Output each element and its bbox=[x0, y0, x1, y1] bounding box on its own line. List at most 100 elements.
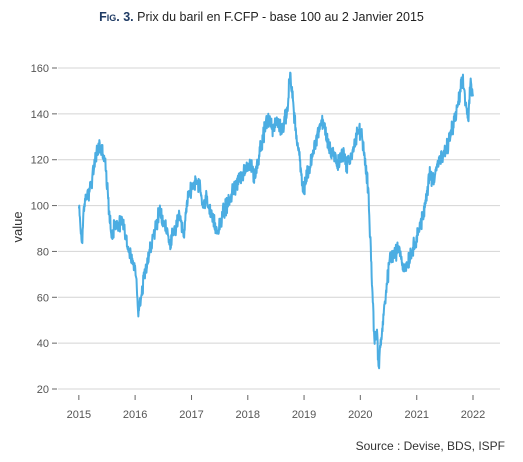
data-point bbox=[193, 182, 194, 183]
data-point bbox=[250, 164, 251, 165]
data-point bbox=[372, 292, 373, 293]
data-point bbox=[374, 338, 375, 339]
data-point bbox=[91, 182, 92, 183]
data-point bbox=[239, 175, 240, 176]
x-tick-label-2017: 2017 bbox=[179, 409, 203, 421]
data-point bbox=[104, 161, 105, 162]
data-point bbox=[377, 333, 378, 334]
y-tick-label-100: 100 bbox=[31, 201, 49, 213]
gridlines bbox=[58, 67, 500, 390]
data-point bbox=[210, 216, 211, 217]
series-layer bbox=[78, 71, 474, 370]
data-point bbox=[363, 155, 364, 156]
chart-title: Fig. 3. Prix du baril en F.CFP - base 10… bbox=[0, 10, 523, 24]
x-tick-label-2015: 2015 bbox=[67, 409, 91, 421]
data-point bbox=[456, 113, 457, 114]
data-point bbox=[293, 106, 294, 107]
data-point bbox=[111, 237, 112, 238]
data-point bbox=[276, 120, 277, 121]
data-point bbox=[472, 95, 473, 96]
data-point bbox=[245, 173, 246, 174]
data-point bbox=[78, 207, 79, 208]
data-point bbox=[429, 173, 430, 174]
data-point bbox=[102, 150, 103, 151]
data-point bbox=[442, 157, 443, 158]
data-point bbox=[137, 310, 138, 311]
y-tick-label-20: 20 bbox=[37, 384, 49, 396]
data-point bbox=[406, 262, 407, 263]
data-point bbox=[287, 109, 288, 110]
data-point bbox=[403, 269, 404, 270]
data-point bbox=[118, 223, 119, 224]
data-point bbox=[282, 129, 283, 130]
data-point bbox=[222, 214, 223, 215]
series-line-0 bbox=[78, 71, 474, 370]
data-point bbox=[378, 365, 379, 366]
data-point bbox=[423, 214, 424, 215]
data-point bbox=[452, 127, 453, 128]
data-point bbox=[236, 182, 237, 183]
data-point bbox=[155, 228, 156, 229]
data-point bbox=[166, 228, 167, 229]
data-point bbox=[302, 191, 303, 192]
data-point bbox=[125, 235, 126, 236]
x-tick-label-2019: 2019 bbox=[292, 409, 316, 421]
data-point bbox=[207, 196, 208, 197]
data-point bbox=[418, 228, 419, 229]
data-point bbox=[410, 253, 411, 254]
y-tick-label-40: 40 bbox=[37, 338, 49, 350]
data-point bbox=[203, 207, 204, 208]
data-point bbox=[325, 129, 326, 130]
data-point bbox=[141, 294, 142, 295]
data-point bbox=[381, 333, 382, 334]
data-point bbox=[133, 262, 134, 263]
data-point bbox=[189, 191, 190, 192]
data-point bbox=[184, 237, 185, 238]
y-tick-label-60: 60 bbox=[37, 292, 49, 304]
data-point bbox=[299, 155, 300, 156]
data-point bbox=[114, 221, 115, 222]
data-point bbox=[122, 219, 123, 220]
data-point bbox=[98, 145, 99, 146]
data-point bbox=[370, 246, 371, 247]
y-axis-ticks: 20 40 60 80 100 120 140 160 bbox=[31, 63, 57, 396]
data-point bbox=[129, 253, 130, 254]
x-tick-label-2022: 2022 bbox=[461, 409, 485, 421]
x-tick-label-2016: 2016 bbox=[123, 409, 147, 421]
figure-label: Fig. 3. bbox=[99, 10, 134, 24]
data-point bbox=[269, 116, 270, 117]
data-point bbox=[136, 278, 137, 279]
data-point bbox=[358, 129, 359, 130]
data-point bbox=[343, 150, 344, 151]
x-tick-label-2020: 2020 bbox=[348, 409, 372, 421]
data-point bbox=[163, 223, 164, 224]
data-point bbox=[389, 258, 390, 259]
data-point bbox=[273, 129, 274, 130]
data-point bbox=[328, 148, 329, 149]
data-point bbox=[296, 141, 297, 142]
data-point bbox=[232, 191, 233, 192]
data-point bbox=[311, 159, 312, 160]
data-point bbox=[399, 246, 400, 247]
data-point bbox=[151, 246, 152, 247]
data-point bbox=[321, 120, 322, 121]
y-axis-title: value bbox=[10, 211, 25, 242]
data-point bbox=[352, 152, 353, 153]
y-tick-label-80: 80 bbox=[37, 246, 49, 258]
data-point bbox=[169, 244, 170, 245]
data-point bbox=[468, 120, 469, 121]
data-point bbox=[414, 242, 415, 243]
x-axis-ticks: 2015 2016 2017 2018 2019 2020 2021 2022 bbox=[67, 395, 485, 421]
data-point bbox=[465, 102, 466, 103]
data-point bbox=[437, 164, 438, 165]
y-tick-label-140: 140 bbox=[31, 109, 49, 121]
data-point bbox=[227, 203, 228, 204]
data-point bbox=[84, 198, 85, 199]
data-point bbox=[108, 198, 109, 199]
source-note: Source : Devise, BDS, ISPF bbox=[355, 439, 505, 453]
data-point bbox=[264, 129, 265, 130]
data-point bbox=[447, 145, 448, 146]
data-point bbox=[88, 191, 89, 192]
data-point bbox=[159, 212, 160, 213]
data-point bbox=[459, 97, 460, 98]
